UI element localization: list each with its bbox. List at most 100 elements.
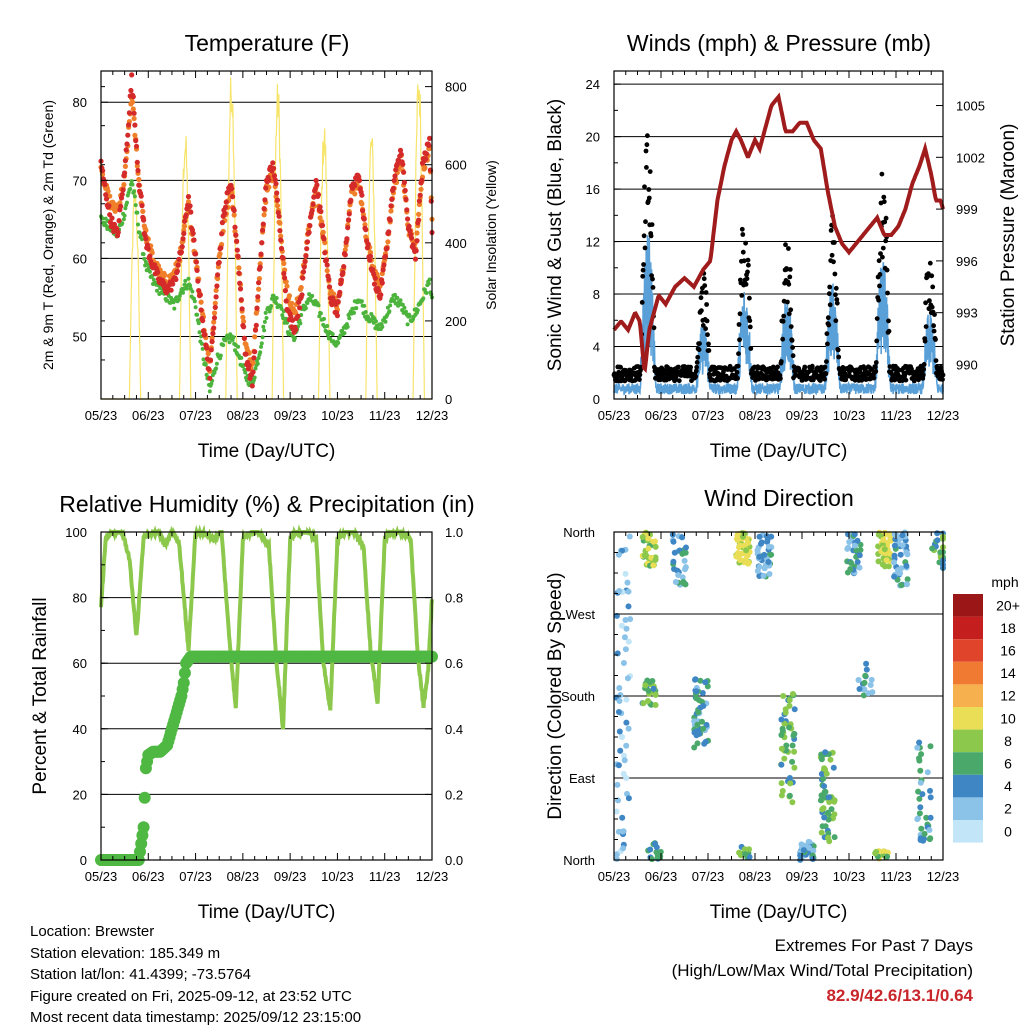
direction-point [778, 716, 785, 723]
x-tick-label: 07/23 [692, 869, 725, 884]
data-point [229, 186, 235, 192]
data-point [219, 231, 225, 237]
data-point [174, 268, 180, 274]
gust-point [695, 354, 701, 360]
gust-point [651, 325, 657, 331]
data-point [387, 217, 393, 223]
data-point [143, 236, 149, 242]
y2-tick-label: 1002 [956, 150, 985, 165]
gust-point [836, 354, 842, 360]
gust-point [931, 323, 936, 329]
data-point [193, 305, 198, 310]
y-tick-label: 0 [80, 853, 87, 868]
direction-point [702, 738, 709, 745]
direction-point [641, 552, 648, 559]
colorbar-swatch [953, 616, 983, 640]
direction-point [693, 688, 700, 695]
gust-point [827, 302, 833, 308]
direction-point [786, 702, 793, 709]
direction-point [691, 729, 698, 736]
data-point [381, 262, 387, 268]
data-point [182, 282, 187, 287]
data-point [145, 246, 151, 252]
gust-point [705, 332, 710, 338]
data-point [187, 203, 193, 209]
direction-point [916, 757, 923, 764]
gust-point [646, 187, 652, 192]
data-point [256, 356, 261, 360]
data-point [256, 286, 262, 292]
gust-point [921, 362, 927, 367]
data-point [222, 210, 228, 217]
x-tick-label: 09/23 [274, 408, 307, 423]
gust-point [786, 246, 791, 251]
direction-point [791, 706, 798, 713]
data-point [123, 147, 129, 153]
data-point [129, 179, 134, 184]
gust-point [643, 148, 649, 154]
gust-point [873, 369, 879, 374]
data-point [360, 208, 366, 214]
direction-point [768, 551, 775, 558]
data-point [106, 203, 112, 209]
direction-point [670, 538, 677, 545]
gust-point [778, 359, 784, 364]
gust-point [790, 345, 795, 350]
data-point [223, 199, 229, 205]
gust-point [790, 353, 796, 359]
colorbar-swatch [953, 752, 983, 775]
data-point [196, 288, 202, 294]
data-point [367, 253, 374, 259]
data-point [413, 248, 419, 254]
gust-point [649, 222, 655, 228]
data-point [270, 160, 276, 166]
data-point [289, 300, 295, 306]
data-point [214, 283, 220, 289]
data-point [183, 212, 189, 218]
colorbar-label: 18 [1000, 620, 1016, 636]
data-point [251, 355, 257, 361]
gust-point [871, 375, 877, 381]
data-point [259, 341, 264, 346]
gust-point [647, 169, 653, 175]
data-point [181, 230, 187, 237]
data-point [227, 340, 232, 345]
gust-point [923, 324, 929, 329]
direction-point [693, 695, 700, 702]
direction-point [855, 677, 862, 683]
data-point [130, 106, 136, 112]
data-point [141, 252, 146, 257]
direction-point [645, 687, 652, 694]
data-point [236, 270, 242, 276]
data-point [274, 296, 279, 300]
gust-point [825, 315, 831, 321]
direction-point [624, 675, 631, 682]
data-point [363, 227, 369, 233]
gust-point [927, 260, 933, 266]
direction-point [863, 666, 870, 673]
data-point [193, 251, 199, 257]
y2-tick-label: 800 [445, 80, 467, 95]
extremes-values: 82.9/42.6/13.1/0.64 [826, 986, 973, 1005]
data-point [141, 217, 147, 223]
colorbar-label: 6 [1004, 756, 1012, 772]
direction-point [786, 792, 793, 799]
data-point [128, 187, 133, 191]
y-tick-label: North [563, 525, 595, 540]
data-point [277, 228, 283, 234]
gust-point [642, 184, 647, 190]
gust-point [802, 364, 808, 370]
direction-point [616, 728, 623, 735]
x-tick-label: 12/23 [416, 408, 449, 423]
direction-points [613, 529, 946, 863]
humidity-ylabel: Percent & Total Rainfall [30, 597, 51, 794]
data-point [168, 287, 174, 293]
data-point [392, 173, 398, 179]
data-point [213, 294, 219, 300]
direction-point [917, 804, 924, 811]
data-point [280, 255, 286, 261]
data-point [367, 249, 374, 256]
direction-point [617, 747, 624, 754]
direction-point [671, 549, 678, 556]
temperature-title: Temperature (F) [185, 30, 350, 56]
